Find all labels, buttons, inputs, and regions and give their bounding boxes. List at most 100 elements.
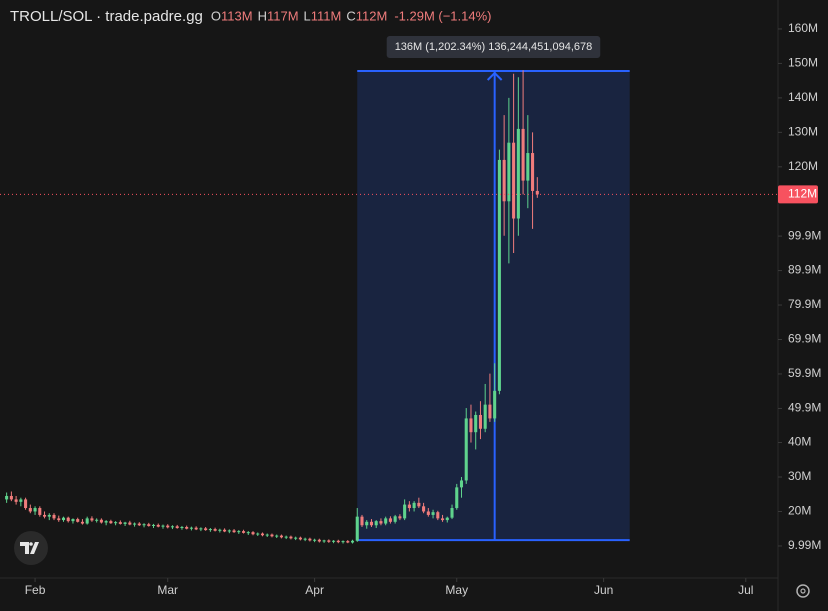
candle-body: [355, 516, 359, 541]
candle-body: [114, 522, 118, 524]
ohlc-value: 113M: [221, 8, 253, 23]
candle-body: [204, 528, 208, 531]
candle-body: [488, 404, 492, 419]
candle-body: [185, 526, 189, 529]
y-tick-label: 79.9M: [788, 297, 821, 311]
candle-body: [512, 142, 516, 219]
candle-body: [469, 418, 473, 433]
candle-body: [403, 504, 407, 519]
candle-body: [298, 537, 302, 540]
candle-body: [441, 518, 445, 521]
candle-body: [241, 531, 246, 533]
candle-body: [38, 508, 42, 515]
y-tick-label: 99.9M: [788, 228, 821, 242]
candle-body: [388, 518, 392, 522]
candle-body: [350, 540, 355, 543]
candle-body: [256, 533, 260, 535]
tradingview-logo: [14, 531, 48, 565]
candle-body: [232, 530, 236, 533]
candle-body: [374, 521, 378, 526]
candle-body: [5, 495, 9, 500]
candle-body: [194, 527, 198, 530]
candle-body: [147, 524, 151, 526]
candle-body: [322, 540, 326, 542]
y-tick-label: 40M: [788, 435, 811, 449]
candle-body: [42, 514, 47, 517]
candle-body: [275, 535, 279, 537]
candle-body: [156, 524, 160, 527]
candle-body: [464, 418, 468, 481]
candle-body: [308, 538, 312, 541]
candle-body: [303, 538, 307, 540]
candle-body: [19, 499, 23, 502]
candle-body: [535, 190, 539, 195]
candle-body: [227, 530, 231, 532]
candle-body: [151, 524, 156, 526]
candle-body: [170, 526, 175, 528]
measure-label-bg: [386, 36, 601, 58]
measure-arrowhead: [486, 71, 503, 81]
candle-body: [142, 524, 146, 526]
candle-body: [502, 159, 506, 202]
candle-body: [61, 517, 66, 521]
x-tick-label: Apr: [305, 583, 324, 597]
settings-icon[interactable]: [796, 584, 810, 598]
ohlc-value: 117M: [267, 8, 299, 23]
x-tick-label: Mar: [157, 583, 178, 597]
y-tick-label: 120M: [788, 159, 818, 173]
chart-title: TROLL/SOL · trade.padre.gg: [10, 8, 203, 25]
candle-body: [123, 522, 127, 524]
candle-body: [531, 153, 535, 191]
candle-body: [52, 514, 56, 519]
candle-body: [474, 414, 478, 433]
candle-body: [332, 540, 336, 542]
candle-body: [497, 159, 501, 391]
candle-body: [180, 526, 184, 529]
candle-body: [426, 511, 430, 515]
candle-body: [346, 541, 350, 543]
y-tick-label: 160M: [788, 21, 818, 35]
candle-body: [483, 404, 487, 429]
candle-body: [336, 540, 340, 543]
candle-body: [213, 529, 217, 531]
candle-body: [128, 522, 132, 525]
y-tick-label: 49.9M: [788, 401, 821, 415]
candle-body: [14, 499, 18, 502]
candle-body: [208, 529, 212, 531]
candle-body: [161, 525, 165, 527]
measure-box: [357, 71, 630, 541]
ohlc-key: C: [346, 8, 355, 23]
price-label: 112M: [788, 187, 817, 201]
y-tick-label: 150M: [788, 56, 818, 70]
candle-body: [189, 527, 193, 529]
plot: [0, 70, 778, 544]
candle-body: [270, 534, 274, 537]
candle-body: [47, 514, 51, 517]
y-tick-label: 20M: [788, 504, 811, 518]
candle-body: [417, 502, 421, 507]
y-tick-label: 130M: [788, 125, 818, 139]
x-tick-label: Feb: [25, 583, 46, 597]
candle-body: [90, 518, 94, 521]
candle-body: [199, 528, 203, 530]
candle-body: [294, 537, 298, 539]
candle-body: [317, 539, 321, 542]
y-tick-label: 69.9M: [788, 332, 821, 346]
candle-body: [455, 487, 459, 509]
candle-body: [223, 529, 227, 532]
candle-body: [393, 516, 397, 522]
price-label-bg: [778, 185, 818, 204]
candle-body: [137, 523, 141, 526]
ohlc-key: L: [304, 8, 311, 23]
candle-body: [379, 521, 383, 524]
candle-body: [118, 522, 122, 524]
candle-body: [284, 536, 288, 538]
candle-body: [289, 536, 293, 539]
candle-body: [166, 525, 170, 528]
candle-body: [507, 142, 511, 202]
candle-body: [57, 518, 61, 521]
candle-body: [279, 535, 283, 538]
candle-body: [516, 128, 520, 219]
x-tick-label: Jul: [738, 583, 753, 597]
